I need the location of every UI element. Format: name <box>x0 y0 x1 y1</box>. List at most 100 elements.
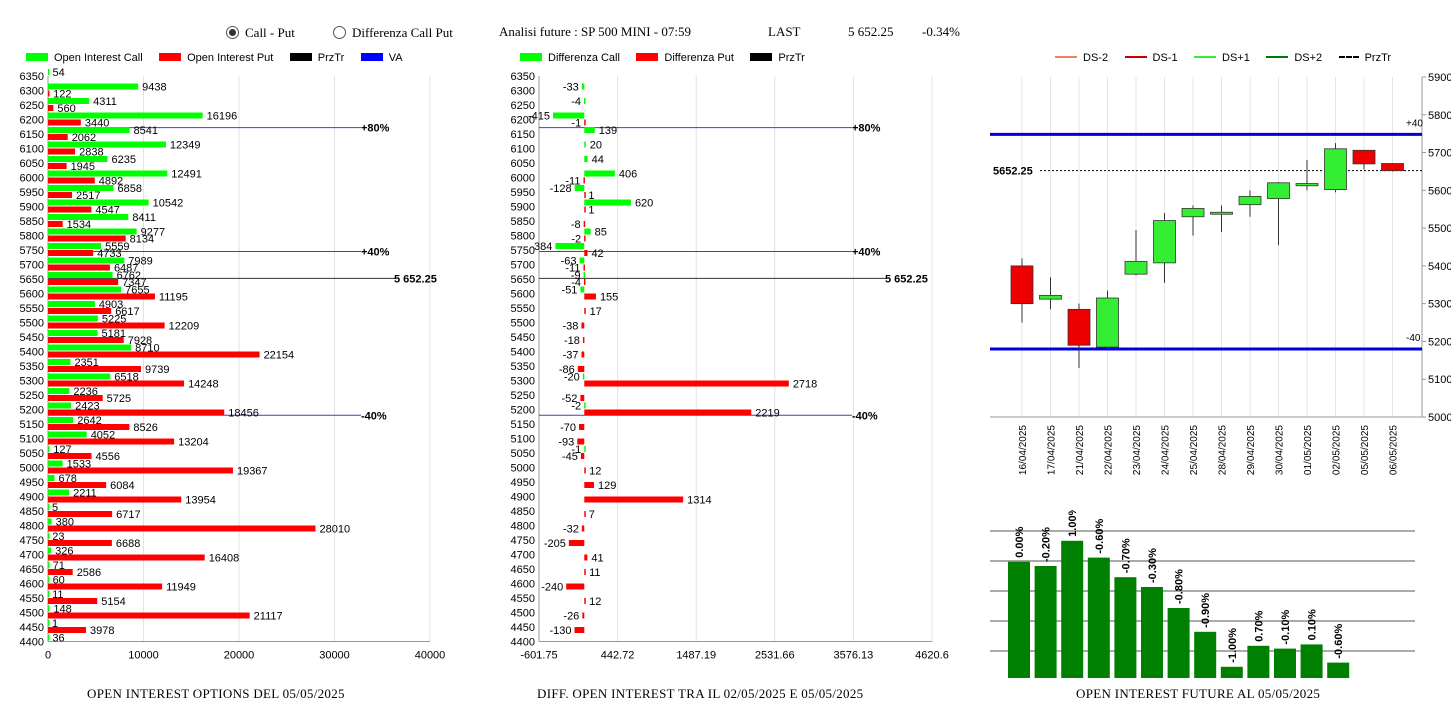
bar <box>584 199 631 206</box>
x-tick-label: 24/04/2025 <box>1161 425 1172 475</box>
radio-differenza[interactable]: Differenza Call Put <box>333 25 453 41</box>
data-label: 12491 <box>171 169 202 181</box>
caption-panel4: OPEN INTEREST FUTURE AL 05/05/2025 <box>1076 686 1321 701</box>
legend-item: DS-1 <box>1124 52 1178 64</box>
data-label: 6717 <box>116 509 140 521</box>
bar <box>584 192 586 198</box>
data-label: -32 <box>563 524 579 536</box>
data-label: -240 <box>541 582 563 594</box>
y-tick-label: 5000 <box>511 463 535 475</box>
y-tick-label: 6000 <box>511 173 535 185</box>
y-tick-label: 5900 <box>511 202 535 214</box>
radio-call-put[interactable]: Call - Put <box>226 25 295 41</box>
y-tick-label: 4800 <box>511 521 535 533</box>
bar <box>48 228 137 235</box>
bar <box>48 127 130 133</box>
data-label: -86 <box>559 364 575 376</box>
data-label: 19367 <box>237 466 268 478</box>
data-label: 18456 <box>228 408 259 420</box>
bar <box>48 598 98 604</box>
bar <box>584 170 615 177</box>
y-tick-label: 5450 <box>511 332 535 344</box>
data-label: -0.80% <box>1174 569 1186 604</box>
bar <box>584 569 586 575</box>
candle-body <box>1352 149 1376 165</box>
data-label: -4 <box>571 96 581 108</box>
legend-item: DS+1 <box>1194 52 1250 64</box>
bar <box>48 562 50 568</box>
legend-item: DS-2 <box>1055 52 1108 64</box>
data-label: 4547 <box>95 205 119 217</box>
y-tick-label: 5550 <box>511 303 535 315</box>
y-tick-label: 5250 <box>511 390 535 402</box>
y-tick-label: 4600 <box>20 579 44 591</box>
candle-body <box>1381 163 1404 172</box>
prztr-label: 5652.25 <box>993 166 1033 178</box>
y-tick-label: 5300 <box>1428 299 1451 311</box>
legend-item: PrzTr <box>750 52 805 64</box>
data-label: 3440 <box>85 118 109 130</box>
data-label: 11 <box>589 567 600 579</box>
data-label: 12349 <box>170 140 201 152</box>
bar <box>1141 587 1163 678</box>
bar <box>48 634 50 641</box>
bar <box>566 583 585 590</box>
bar <box>48 489 70 496</box>
y-tick-label: 4500 <box>511 608 535 620</box>
bar <box>48 431 87 438</box>
data-label: -0.60% <box>1333 624 1345 659</box>
data-label: 2062 <box>72 132 96 144</box>
data-label: 122 <box>53 89 71 101</box>
data-label: -38 <box>563 321 579 333</box>
bar <box>584 380 789 387</box>
data-label: -8 <box>571 219 581 231</box>
radio-empty-icon <box>333 26 346 39</box>
y-tick-label: 4850 <box>511 506 535 518</box>
x-tick-label: 17/04/2025 <box>1047 425 1058 475</box>
bar <box>584 511 586 517</box>
bar <box>48 518 52 525</box>
data-label: 6235 <box>112 154 136 166</box>
y-tick-label: 5700 <box>1428 148 1451 160</box>
bar <box>48 105 54 111</box>
bar <box>584 554 588 561</box>
data-label: 7928 <box>128 335 152 347</box>
bar <box>48 308 112 314</box>
y-tick-label: 6250 <box>511 100 535 112</box>
bar <box>577 438 585 445</box>
bar <box>584 127 595 133</box>
x-tick-label: 16/04/2025 <box>1018 425 1029 475</box>
bar <box>48 540 112 546</box>
y-tick-label: 5200 <box>511 405 535 417</box>
x-tick-label: 29/04/2025 <box>1246 425 1257 475</box>
y-tick-label: 5800 <box>511 231 535 243</box>
bar <box>584 250 588 256</box>
bar <box>48 366 142 372</box>
y-tick-label: 4700 <box>20 550 44 562</box>
bar <box>1167 608 1190 678</box>
bar <box>580 286 585 293</box>
bar <box>48 90 50 97</box>
candle-body <box>1096 297 1119 348</box>
data-label: 44 <box>592 154 604 166</box>
bar <box>48 620 50 626</box>
y-tick-label: 4650 <box>20 564 44 576</box>
data-label: -1 <box>571 118 581 130</box>
y-tick-label: 6200 <box>20 115 44 127</box>
bar <box>48 257 125 264</box>
open-interest-future-chart: 0.00% -0.20% 1.00% -0.60% -0.70% -0.30% -0.80%… <box>990 510 1415 678</box>
legend-item: Differenza Put <box>636 52 734 64</box>
y-tick-label: 5200 <box>20 405 44 417</box>
data-label: -415 <box>528 111 550 123</box>
bar <box>48 438 175 445</box>
y-tick-label: 5800 <box>1428 110 1451 122</box>
bar <box>48 337 124 343</box>
bar <box>48 235 126 242</box>
data-label: 620 <box>635 198 653 210</box>
bar <box>48 475 55 481</box>
bar <box>1247 645 1270 678</box>
data-label: -384 <box>530 241 552 253</box>
data-label: -11 <box>565 263 580 275</box>
bar <box>48 380 185 387</box>
candle-body <box>1039 294 1062 300</box>
